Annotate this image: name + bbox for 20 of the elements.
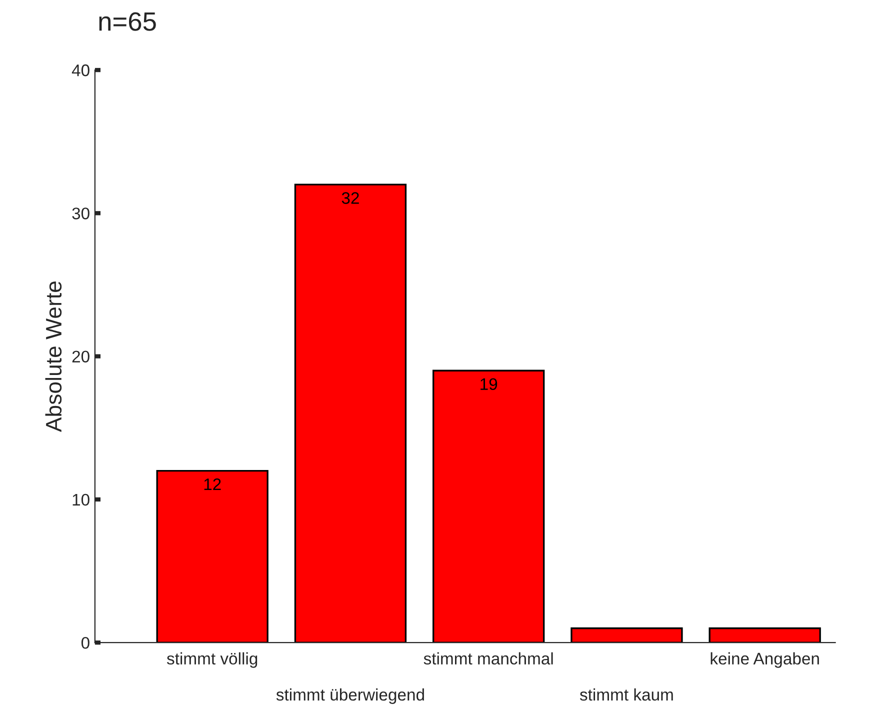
bar: [708, 627, 821, 643]
bar: [570, 627, 683, 643]
y-tick-label: 0: [81, 636, 90, 649]
x-tick-label: stimmt kaum: [580, 688, 673, 701]
data-label: 12: [204, 478, 221, 490]
x-tick-label: stimmt völlig: [166, 652, 258, 668]
data-label: 19: [480, 378, 498, 390]
y-tick-label: 10: [72, 494, 90, 506]
y-tick-label: 20: [72, 350, 90, 363]
y-tick-label: 30: [72, 208, 90, 220]
bar: [294, 184, 407, 643]
y-axis-title: Absolute Werte: [45, 282, 62, 432]
x-tick-label: stimmt überwiegend: [276, 688, 424, 704]
x-tick-label: stimmt manchmal: [424, 652, 553, 665]
data-label: 32: [342, 192, 359, 204]
x-tick-label: keine Angaben: [710, 652, 819, 668]
bar: [432, 370, 545, 643]
y-tick-label: 40: [72, 64, 90, 76]
chart-title: n=65: [99, 12, 156, 31]
bar: [156, 470, 268, 643]
